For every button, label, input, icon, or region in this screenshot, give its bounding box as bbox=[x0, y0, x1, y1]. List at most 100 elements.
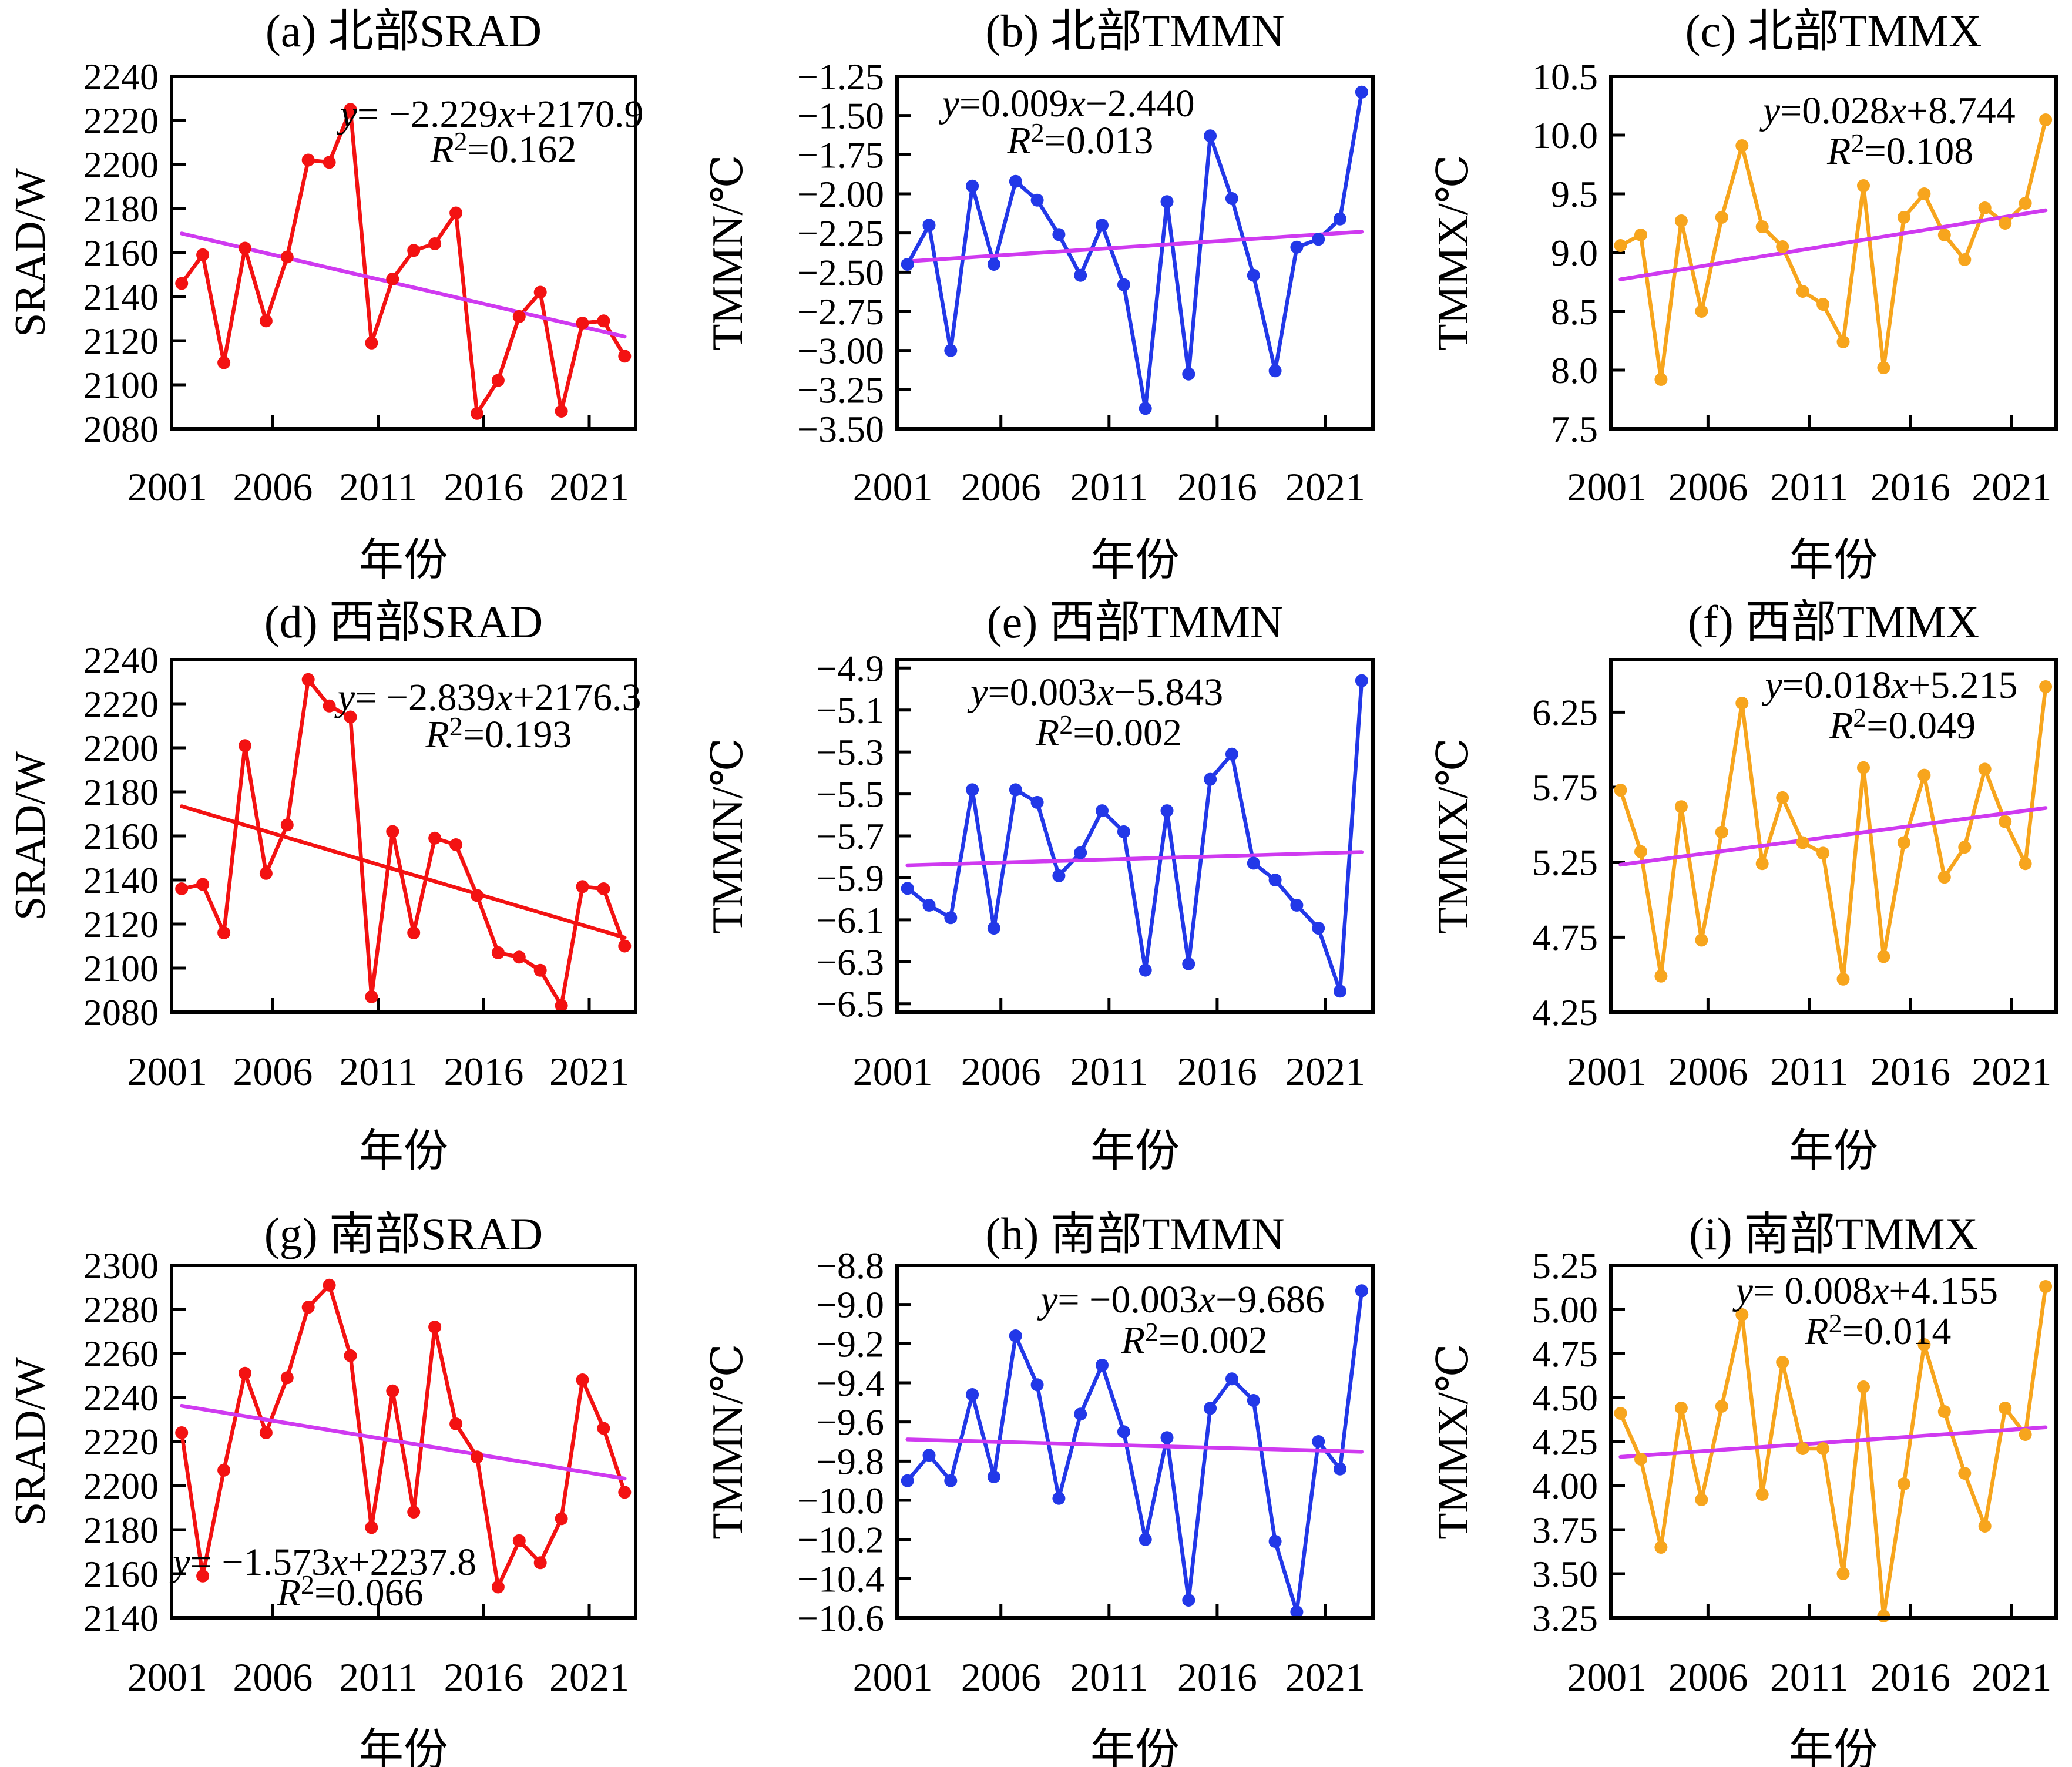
data-point bbox=[1247, 1394, 1260, 1407]
x-tick-label: 2021 bbox=[549, 1049, 629, 1094]
trend-line bbox=[905, 850, 1364, 868]
y-tick-label: −5.9 bbox=[816, 857, 884, 899]
data-point bbox=[280, 250, 294, 264]
data-point bbox=[987, 258, 1000, 271]
data-point bbox=[987, 922, 1000, 935]
data-point bbox=[175, 882, 189, 895]
data-series-line bbox=[179, 108, 627, 416]
data-point bbox=[1117, 825, 1130, 838]
data-points bbox=[901, 1284, 1368, 1618]
y-tick-label: −1.25 bbox=[797, 56, 884, 98]
x-axis-ticks: 2001 2006 2011 2016 2021 bbox=[1567, 998, 2051, 1094]
y-tick-label: 2120 bbox=[83, 320, 159, 362]
data-point bbox=[966, 783, 979, 797]
x-axis-title: 年份 bbox=[359, 1726, 448, 1767]
y-tick-label: 5.25 bbox=[1532, 842, 1598, 884]
r-squared-line: R2=0.193 bbox=[425, 711, 572, 756]
data-point bbox=[1182, 367, 1195, 381]
x-tick-label: 2011 bbox=[339, 1049, 417, 1094]
data-point bbox=[1695, 305, 1708, 318]
x-tick-label: 2001 bbox=[1567, 465, 1647, 509]
data-point bbox=[1225, 1372, 1238, 1386]
data-point bbox=[1290, 240, 1304, 254]
data-point bbox=[239, 739, 251, 753]
data-series-line bbox=[1618, 684, 2048, 982]
y-tick-label: 2160 bbox=[83, 232, 159, 274]
chart-f: (f) 西部TMMX TMMX/℃ 年份 4.25 4.75 5.25 5.75 6.25 20… bbox=[1429, 596, 2058, 1175]
data-point bbox=[1897, 1477, 1910, 1490]
data-point bbox=[922, 898, 936, 912]
y-tick-label: 4.00 bbox=[1532, 1465, 1598, 1507]
y-tick-label: −9.6 bbox=[816, 1402, 884, 1443]
r-squared-line: R2=0.002 bbox=[1035, 710, 1182, 754]
y-tick-label: 5.75 bbox=[1532, 767, 1598, 808]
data-points bbox=[175, 103, 632, 420]
chart-e: (e) 西部TMMNTMMN/℃年份−6.5−6.3−6.1−5.9−5.7−5… bbox=[704, 596, 1375, 1175]
data-point bbox=[1074, 846, 1087, 859]
data-point bbox=[217, 356, 231, 369]
chart-i: (i) 南部TMMXTMMX/℃年份3.253.503.754.004.254.… bbox=[1429, 1208, 2058, 1767]
data-point bbox=[196, 248, 210, 261]
data-point bbox=[1877, 361, 1890, 374]
y-tick-label: 2280 bbox=[83, 1289, 159, 1331]
data-point bbox=[1695, 933, 1708, 947]
r-squared-line: R2=0.162 bbox=[429, 126, 576, 171]
y-tick-label: −10.0 bbox=[797, 1480, 884, 1521]
y-tick-label: −3.00 bbox=[797, 330, 884, 372]
data-point bbox=[1917, 187, 1931, 200]
data-point bbox=[491, 1580, 505, 1594]
y-tick-label: 2220 bbox=[83, 1421, 159, 1463]
data-points bbox=[901, 85, 1368, 415]
y-tick-label: 8.0 bbox=[1551, 350, 1598, 391]
data-point bbox=[1009, 174, 1022, 188]
x-tick-label: 2001 bbox=[127, 465, 207, 509]
data-point bbox=[1755, 220, 1769, 233]
y-axis-ticks: 3.253.503.754.004.254.504.755.005.25 bbox=[1532, 1245, 1625, 1639]
data-point bbox=[1999, 815, 2012, 828]
data-point bbox=[1857, 179, 1870, 192]
x-tick-label: 2001 bbox=[1567, 1049, 1647, 1094]
data-point bbox=[576, 317, 589, 330]
y-axis-title: SRAD/W bbox=[6, 1357, 55, 1526]
data-point bbox=[471, 407, 483, 420]
data-point bbox=[1204, 772, 1217, 786]
y-tick-label: −2.50 bbox=[797, 251, 884, 293]
data-point bbox=[1247, 268, 1260, 282]
plot-frame bbox=[1609, 75, 2058, 431]
data-point bbox=[1958, 841, 1972, 854]
x-axis-title: 年份 bbox=[1090, 1726, 1180, 1767]
data-point bbox=[1674, 1402, 1688, 1415]
data-point bbox=[428, 1321, 442, 1333]
data-point bbox=[1009, 1329, 1022, 1342]
x-axis-title: 年份 bbox=[1789, 536, 1878, 585]
x-tick-label: 2006 bbox=[961, 1655, 1041, 1699]
data-point bbox=[597, 314, 610, 328]
data-point bbox=[1614, 784, 1627, 797]
data-series-line bbox=[905, 90, 1364, 411]
plot-frame bbox=[170, 1264, 637, 1620]
x-tick-label: 2016 bbox=[444, 1049, 523, 1094]
data-point bbox=[1735, 139, 1749, 152]
data-point bbox=[1334, 1462, 1346, 1476]
chart-b: (b) 北部TMMNTMMN/℃年份−3.50−3.25−3.00−2.75−2… bbox=[704, 5, 1375, 585]
data-point bbox=[217, 926, 231, 939]
data-point bbox=[2039, 113, 2053, 126]
data-point bbox=[1074, 1407, 1087, 1421]
x-tick-label: 2021 bbox=[1972, 1049, 2051, 1094]
y-tick-label: 2240 bbox=[83, 56, 159, 98]
data-point bbox=[1755, 857, 1769, 871]
data-point bbox=[1755, 1488, 1769, 1501]
data-point bbox=[386, 273, 399, 285]
data-point bbox=[512, 950, 526, 964]
data-point bbox=[1735, 1308, 1749, 1321]
data-point bbox=[1674, 800, 1688, 814]
data-point bbox=[259, 866, 273, 880]
y-tick-label: 3.50 bbox=[1532, 1553, 1598, 1595]
x-tick-label: 2016 bbox=[1870, 1655, 1950, 1699]
data-point bbox=[1816, 846, 1830, 860]
x-tick-label: 2001 bbox=[853, 1049, 933, 1094]
trend-line bbox=[905, 230, 1364, 264]
data-point bbox=[449, 838, 463, 851]
data-point bbox=[533, 1556, 547, 1570]
